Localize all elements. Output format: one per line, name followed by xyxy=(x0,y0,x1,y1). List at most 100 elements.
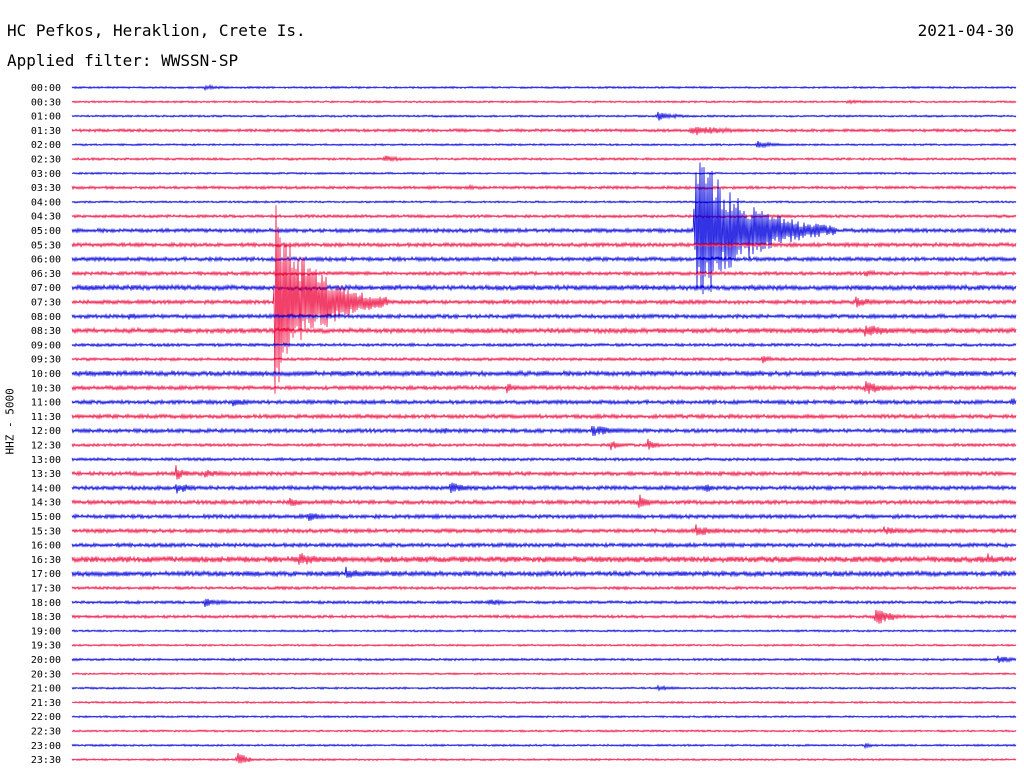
row-time-label: 22:00 xyxy=(31,712,61,723)
filter-label: Applied filter: WWSSN-SP xyxy=(7,51,239,70)
trace-line xyxy=(71,566,1017,578)
trace-line xyxy=(71,553,1017,565)
trace-line xyxy=(71,671,1017,676)
trace-line xyxy=(71,342,1017,348)
row-time-label: 14:00 xyxy=(31,483,61,494)
trace-line xyxy=(71,684,1017,692)
row-time-label: 09:00 xyxy=(31,340,61,351)
trace-line xyxy=(71,369,1017,378)
row-time-label: 02:00 xyxy=(31,140,61,151)
row-time-label: 12:30 xyxy=(31,441,61,452)
row-time-label: 04:00 xyxy=(31,197,61,208)
row-time-label: 08:30 xyxy=(31,326,61,337)
trace-line xyxy=(71,609,1017,624)
trace-line xyxy=(71,598,1017,607)
trace-line xyxy=(71,629,1017,633)
trace-line xyxy=(71,456,1017,462)
trace-line xyxy=(71,742,1017,750)
trace-line xyxy=(71,283,1017,292)
row-time-label: 00:30 xyxy=(31,97,61,108)
trace-line xyxy=(71,426,1017,436)
row-time-label: 12:00 xyxy=(31,426,61,437)
row-time-label: 20:30 xyxy=(31,669,61,680)
row-time-label: 10:30 xyxy=(31,383,61,394)
trace-line xyxy=(71,655,1017,664)
trace-line xyxy=(71,183,1017,191)
trace-line xyxy=(71,729,1017,733)
row-time-label: 05:30 xyxy=(31,240,61,251)
row-time-label: 01:30 xyxy=(31,126,61,137)
trace-line xyxy=(71,155,1017,163)
trace-line xyxy=(71,585,1017,591)
trace-line xyxy=(71,643,1017,648)
trace-line xyxy=(71,83,1017,92)
row-time-label: 03:30 xyxy=(31,183,61,194)
row-time-label: 05:00 xyxy=(31,226,61,237)
row-time-label: 23:00 xyxy=(31,741,61,752)
trace-line xyxy=(71,213,1017,219)
trace-line xyxy=(71,541,1017,549)
row-time-label: 10:00 xyxy=(31,369,61,380)
trace-line xyxy=(71,205,1017,394)
trace-line xyxy=(71,126,1017,136)
row-time-label: 21:30 xyxy=(31,698,61,709)
row-time-label: 16:00 xyxy=(31,541,61,552)
trace-line xyxy=(71,482,1017,494)
trace-line xyxy=(71,269,1017,277)
row-time-label: 11:00 xyxy=(31,398,61,409)
station-title: HC Pefkos, Heraklion, Crete Is. xyxy=(7,21,306,40)
trace-line xyxy=(71,513,1017,522)
row-time-label: 19:00 xyxy=(31,626,61,637)
row-time-label: 01:00 xyxy=(31,112,61,123)
row-time-label: 07:30 xyxy=(31,298,61,309)
row-time-label: 07:00 xyxy=(31,283,61,294)
trace-line xyxy=(71,494,1017,508)
trace-line xyxy=(71,241,1017,249)
row-time-label: 18:00 xyxy=(31,598,61,609)
row-time-label: 13:00 xyxy=(31,455,61,466)
trace-line xyxy=(71,714,1017,719)
row-time-label: 09:30 xyxy=(31,355,61,366)
trace-line xyxy=(71,524,1017,536)
row-time-label: 14:30 xyxy=(31,498,61,509)
trace-line xyxy=(71,312,1017,320)
row-time-label: 13:30 xyxy=(31,469,61,480)
trace-line xyxy=(71,753,1017,764)
row-time-label: 17:30 xyxy=(31,584,61,595)
trace-line xyxy=(71,162,1017,295)
row-time-label: 04:30 xyxy=(31,212,61,223)
trace-line xyxy=(71,381,1017,394)
row-time-label: 17:00 xyxy=(31,569,61,580)
row-time-label: 08:00 xyxy=(31,312,61,323)
row-time-label: 16:30 xyxy=(31,555,61,566)
trace-line xyxy=(71,141,1017,149)
row-time-label: 21:00 xyxy=(31,684,61,695)
row-time-label: 19:30 xyxy=(31,641,61,652)
trace-line xyxy=(71,325,1017,337)
row-time-label: 06:30 xyxy=(31,269,61,280)
trace-line xyxy=(71,255,1017,263)
trace-line xyxy=(71,111,1017,121)
trace-line xyxy=(71,700,1017,705)
trace-line xyxy=(71,438,1017,451)
row-time-label: 20:00 xyxy=(31,655,61,666)
trace-line xyxy=(71,171,1017,176)
row-time-label: 00:00 xyxy=(31,83,61,94)
row-time-label: 22:30 xyxy=(31,727,61,738)
row-time-label: 11:30 xyxy=(31,412,61,423)
row-time-label: 02:30 xyxy=(31,155,61,166)
trace-line xyxy=(71,355,1017,364)
trace-line xyxy=(71,98,1017,105)
row-time-label: 23:30 xyxy=(31,755,61,766)
trace-line xyxy=(71,200,1017,204)
row-time-label: 03:00 xyxy=(31,169,61,180)
date-label: 2021-04-30 xyxy=(917,21,1014,40)
trace-line xyxy=(71,412,1017,420)
row-time-label: 06:00 xyxy=(31,255,61,266)
row-time-label: 15:00 xyxy=(31,512,61,523)
row-time-label: 18:30 xyxy=(31,612,61,623)
trace-line xyxy=(71,465,1017,480)
row-time-label: 15:30 xyxy=(31,526,61,537)
trace-line xyxy=(71,398,1017,407)
